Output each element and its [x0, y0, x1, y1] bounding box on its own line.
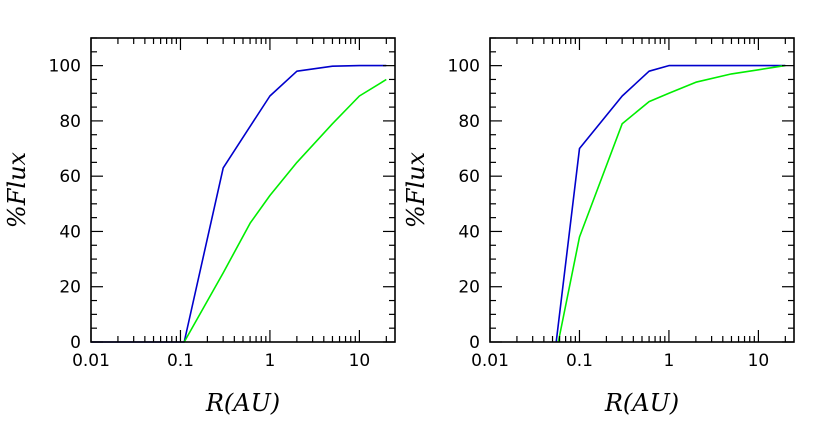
- x-tick-label: 1: [664, 351, 675, 371]
- y-tick-label: 20: [59, 278, 81, 298]
- x-axis-title: R(AU): [205, 389, 280, 417]
- y-tick-label: 20: [458, 278, 480, 298]
- x-tick-label: 10: [349, 351, 371, 371]
- x-axis-title: R(AU): [604, 389, 679, 417]
- blue-series-line: [91, 64, 387, 343]
- x-tick-label: 0.1: [167, 351, 194, 371]
- y-tick-label: 40: [458, 222, 480, 242]
- y-tick-label: 100: [49, 57, 81, 77]
- x-tick-label: 0.1: [566, 351, 593, 371]
- blue-series-line: [555, 64, 786, 343]
- y-tick-label: 100: [448, 57, 480, 77]
- y-axis-title: %Flux: [402, 151, 430, 228]
- plot-frame: [90, 37, 396, 343]
- y-tick-label: 60: [458, 167, 480, 187]
- green-series-line: [183, 78, 387, 343]
- plot-frame: [489, 37, 795, 343]
- x-tick-label: 1: [265, 351, 276, 371]
- y-tick-label: 80: [59, 112, 81, 132]
- x-tick-label: 10: [748, 351, 770, 371]
- y-tick-label: 60: [59, 167, 81, 187]
- y-tick-label: 40: [59, 222, 81, 242]
- x-tick-label: 0.01: [471, 351, 509, 371]
- x-tick-label: 0.01: [72, 351, 110, 371]
- y-tick-label: 80: [458, 112, 480, 132]
- green-series-line: [557, 64, 786, 343]
- y-tick-label: 0: [70, 333, 81, 353]
- y-tick-label: 0: [469, 333, 480, 353]
- y-axis-title: %Flux: [3, 151, 31, 228]
